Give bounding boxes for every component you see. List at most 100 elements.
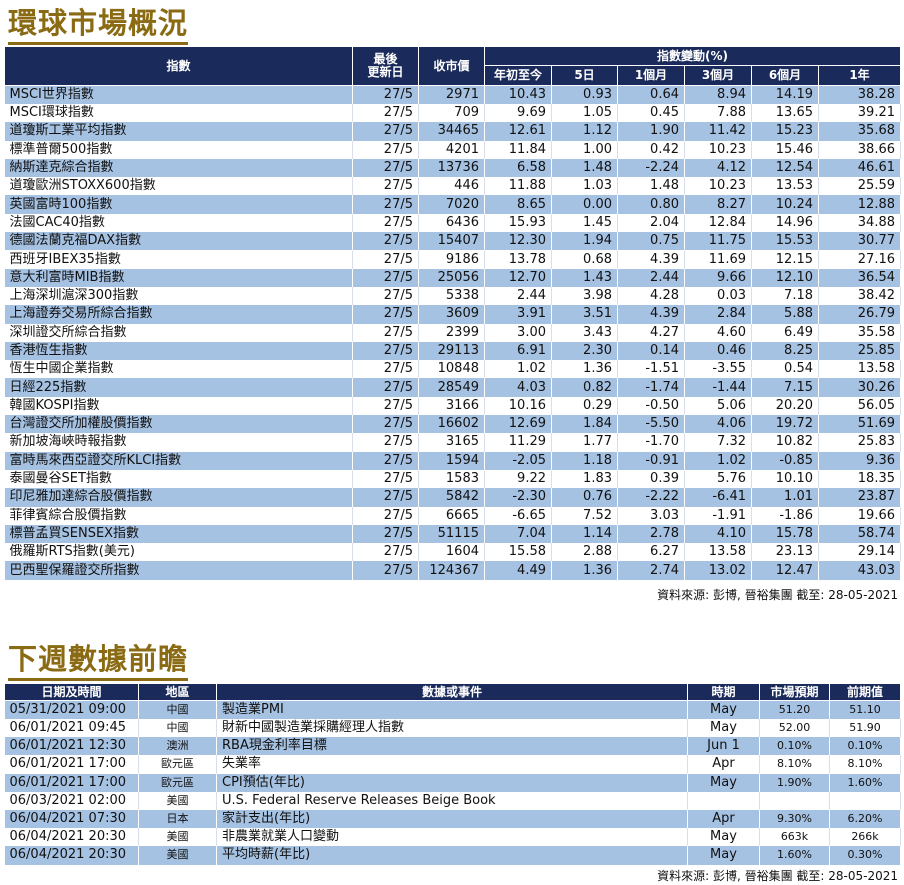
close-cell: 25056	[418, 268, 485, 287]
change-6m-cell: 13.65	[751, 104, 819, 123]
last-update-cell: 27/5	[352, 122, 419, 141]
datetime-cell: 06/04/2021 20:30	[4, 846, 139, 865]
ytd-cell: 13.78	[484, 250, 552, 269]
last-update-cell: 27/5	[352, 232, 419, 251]
table-row: 06/03/2021 02:00 美國 U.S. Federal Reserve R…	[4, 791, 901, 810]
region-cell: 美國	[138, 846, 217, 865]
change-1m-cell: -2.22	[617, 488, 685, 507]
table-row: 菲律賓綜合股價指數 27/5 6665 -6.65 7.52 3.03 -1.91 -1.86…	[4, 506, 901, 525]
header-change-group: 指數變動(%)	[484, 46, 901, 66]
table-row: 深圳證交所綜合指數 27/5 2399 3.00 3.43 4.27 4.60 6.49 35.…	[4, 323, 901, 342]
previous-cell: 266k	[829, 828, 901, 847]
ytd-cell: 2.44	[484, 286, 552, 306]
change-3m-cell: 4.60	[684, 323, 752, 342]
change-6m-cell: 8.25	[751, 341, 819, 361]
ytd-cell: 9.22	[484, 469, 552, 489]
change-5d-cell: 0.82	[551, 378, 618, 397]
last-update-cell: 27/5	[352, 323, 419, 342]
change-5d-cell: 2.30	[551, 341, 618, 361]
ytd-cell: -2.30	[484, 488, 552, 507]
ytd-cell: 12.30	[484, 232, 552, 251]
header-ytd: 年初至今	[484, 65, 552, 86]
change-3m-cell: 4.10	[684, 524, 752, 544]
change-6m-cell: 20.20	[751, 396, 819, 416]
change-3m-cell: 4.12	[684, 158, 752, 178]
forecast-cell: 52.00	[759, 719, 830, 738]
index-name-cell: 法國CAC40指數	[4, 213, 353, 233]
table-row: 法國CAC40指數 27/5 6436 15.93 1.45 2.04 12.84 14.96…	[4, 213, 901, 233]
header-6m: 6個月	[751, 65, 819, 86]
change-1y-cell: 30.26	[818, 378, 901, 397]
change-5d-cell: 1.43	[551, 268, 618, 287]
change-3m-cell: 9.66	[684, 268, 752, 287]
period-cell: May	[687, 828, 760, 847]
index-name-cell: 菲律賓綜合股價指數	[4, 506, 353, 525]
ytd-cell: 11.88	[484, 177, 552, 196]
change-1y-cell: 30.77	[818, 232, 901, 251]
table-row: 俄羅斯RTS指數(美元) 27/5 1604 15.58 2.88 6.27 13.58 23…	[4, 543, 901, 562]
change-3m-cell: 0.46	[684, 341, 752, 361]
change-1m-cell: 4.39	[617, 250, 685, 269]
change-1y-cell: 25.59	[818, 177, 901, 196]
change-5d-cell: 1.03	[551, 177, 618, 196]
change-5d-cell: 2.88	[551, 543, 618, 562]
table-row: 恆生中國企業指數 27/5 10848 1.02 1.36 -1.51 -3.55 0.54 1…	[4, 360, 901, 379]
ytd-cell: 1.02	[484, 360, 552, 379]
previous-cell	[829, 791, 901, 810]
change-5d-cell: 1.84	[551, 415, 618, 434]
ytd-cell: 10.16	[484, 396, 552, 416]
region-cell: 日本	[138, 809, 217, 829]
change-6m-cell: 15.53	[751, 232, 819, 251]
change-1m-cell: 1.48	[617, 177, 685, 196]
change-5d-cell: 0.68	[551, 250, 618, 269]
close-cell: 4201	[418, 140, 485, 159]
change-3m-cell: 7.88	[684, 104, 752, 123]
index-name-cell: 納斯達克綜合指數	[4, 158, 353, 178]
close-cell: 28549	[418, 378, 485, 397]
forecast-cell: 9.30%	[759, 809, 830, 829]
close-cell: 10848	[418, 360, 485, 379]
table-row: 道瓊歐洲STOXX600指數 27/5 446 11.88 1.03 1.48 10.23 1…	[4, 177, 901, 196]
change-1y-cell: 25.85	[818, 341, 901, 361]
change-1m-cell: 4.39	[617, 305, 685, 324]
change-5d-cell: 1.14	[551, 524, 618, 544]
change-6m-cell: 23.13	[751, 543, 819, 562]
change-3m-cell: -1.44	[684, 378, 752, 397]
period-cell: Jun 1	[687, 737, 760, 756]
ytd-cell: 15.93	[484, 213, 552, 233]
change-1m-cell: -1.74	[617, 378, 685, 397]
last-update-cell: 27/5	[352, 433, 419, 452]
index-name-cell: 上海深圳滬深300指數	[4, 286, 353, 306]
index-name-cell: 道瓊斯工業平均指數	[4, 122, 353, 141]
change-1m-cell: 2.04	[617, 213, 685, 233]
datetime-cell: 06/04/2021 20:30	[4, 828, 139, 847]
header-region: 地區	[138, 683, 217, 701]
change-1m-cell: 0.42	[617, 140, 685, 159]
table-row: 標準普爾500指數 27/5 4201 11.84 1.00 0.42 10.23 15.46…	[4, 140, 901, 159]
ytd-cell: 4.49	[484, 561, 552, 580]
change-1y-cell: 12.88	[818, 195, 901, 214]
period-cell: May	[687, 773, 760, 792]
datetime-cell: 05/31/2021 09:00	[4, 700, 139, 719]
index-name-cell: 韓國KOSPI指數	[4, 396, 353, 416]
ytd-cell: 3.00	[484, 323, 552, 342]
period-cell: May	[687, 846, 760, 865]
event-cell: 財新中國製造業採購經理人指數	[216, 719, 688, 738]
change-5d-cell: 1.05	[551, 104, 618, 123]
events-title: 下週數據前瞻	[8, 643, 189, 681]
close-cell: 7020	[418, 195, 485, 214]
change-5d-cell: 0.00	[551, 195, 618, 214]
table-row: 台灣證交所加權股價指數 27/5 16602 12.69 1.84 -5.50 4.06 19…	[4, 415, 901, 434]
region-cell: 美國	[138, 828, 217, 847]
period-cell	[687, 791, 760, 810]
table-row: 印尼雅加達綜合股價指數 27/5 5842 -2.30 0.76 -2.22 -6.41 1.…	[4, 488, 901, 507]
change-6m-cell: 15.78	[751, 524, 819, 544]
change-6m-cell: 14.19	[751, 85, 819, 104]
change-3m-cell: 5.06	[684, 396, 752, 416]
change-1y-cell: 27.16	[818, 250, 901, 269]
index-name-cell: 香港恆生指數	[4, 341, 353, 361]
header-close: 收市價	[418, 46, 485, 86]
change-1y-cell: 38.66	[818, 140, 901, 159]
last-update-cell: 27/5	[352, 177, 419, 196]
index-name-cell: 德國法蘭克福DAX指數	[4, 232, 353, 251]
